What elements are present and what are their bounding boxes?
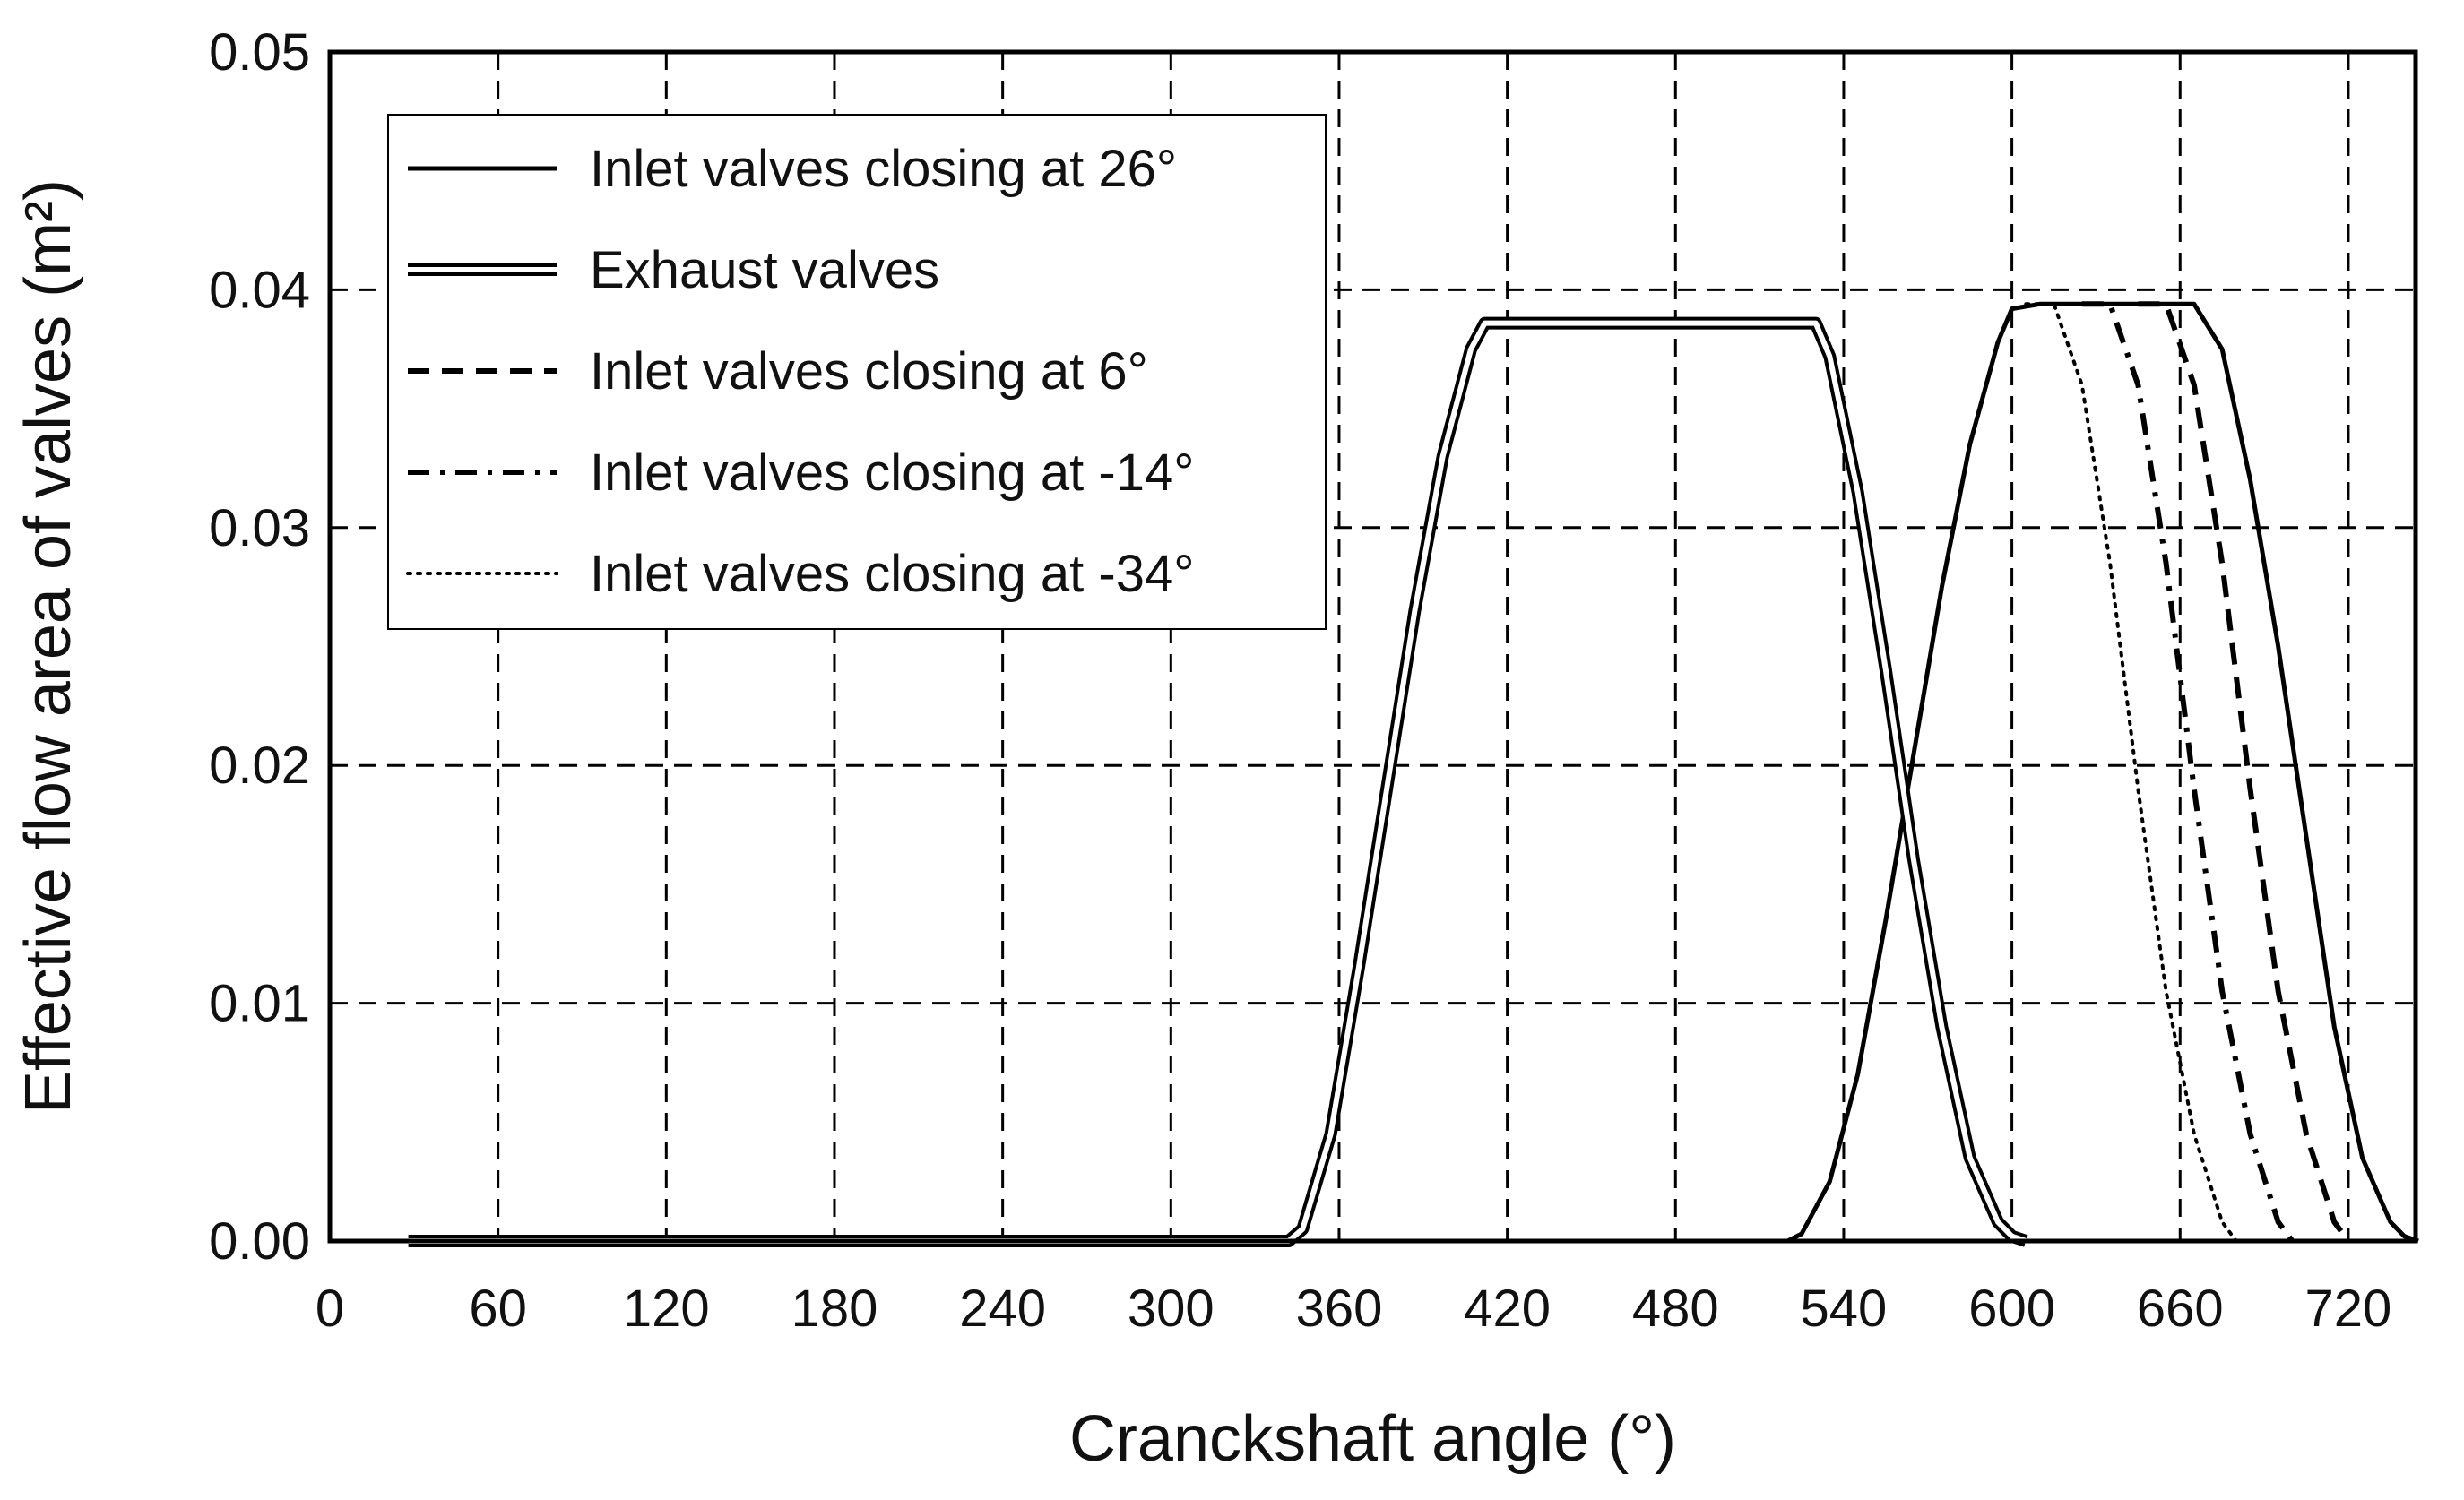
x-tick-label: 240	[959, 1280, 1046, 1338]
legend-label: Exhaust valves	[590, 241, 939, 299]
y-tick-label: 0.02	[209, 737, 310, 795]
x-tick-label: 660	[2137, 1280, 2224, 1338]
tick-labels: 0 60 120 180 240 300 360 420 480 540 600 660 720 0.00…	[209, 23, 2391, 1338]
series-5	[2024, 302, 2238, 1243]
legend-item: Inlet valves closing at -14°	[408, 444, 1194, 502]
series-3	[2138, 301, 2351, 1243]
x-tick-label: 540	[1801, 1280, 1888, 1338]
legend-item: Inlet valves closing at -34°	[406, 545, 1194, 603]
y-tick-label: 0.03	[209, 499, 310, 557]
x-tick-label: 60	[469, 1280, 527, 1338]
x-tick-label: 120	[623, 1280, 710, 1338]
x-tick-label: 300	[1128, 1280, 1215, 1338]
x-axis-title: Cranckshaft angle (°)	[1069, 1403, 1676, 1475]
series-2	[408, 316, 2028, 1247]
legend-label: Inlet valves closing at 26°	[590, 140, 1177, 198]
series-group	[408, 301, 2419, 1247]
x-tick-label: 0	[316, 1280, 344, 1338]
series-line	[2138, 301, 2351, 1243]
x-tick-label: 420	[1464, 1280, 1551, 1338]
series-line	[2081, 301, 2295, 1243]
y-tick-label: 0.00	[209, 1212, 310, 1271]
legend-label: Inlet valves closing at -14°	[590, 444, 1194, 502]
x-tick-label: 480	[1632, 1280, 1719, 1338]
y-tick-label: 0.05	[209, 23, 310, 82]
series-4	[2081, 301, 2295, 1243]
x-tick-label: 600	[1968, 1280, 2055, 1338]
y-tick-label: 0.01	[209, 975, 310, 1033]
series-line	[2024, 302, 2238, 1243]
x-tick-label: 720	[2305, 1280, 2392, 1338]
x-tick-label: 360	[1296, 1280, 1383, 1338]
y-axis-title: Effective flow area of valves (m²)	[13, 179, 84, 1114]
y-tick-label: 0.04	[209, 261, 310, 319]
legend-label: Inlet valves closing at -34°	[590, 545, 1194, 603]
plot-frame	[327, 49, 2418, 1244]
series-line-inner	[408, 320, 2027, 1244]
legend-item: Inlet valves closing at 26°	[408, 140, 1177, 198]
legend-item: Inlet valves closing at 6°	[408, 342, 1148, 401]
legend: Inlet valves closing at 26° Exhaust valve…	[387, 114, 1327, 630]
legend-label: Inlet valves closing at 6°	[590, 342, 1148, 401]
legend-item: Exhaust valves	[408, 241, 939, 299]
x-tick-label: 180	[791, 1280, 878, 1338]
